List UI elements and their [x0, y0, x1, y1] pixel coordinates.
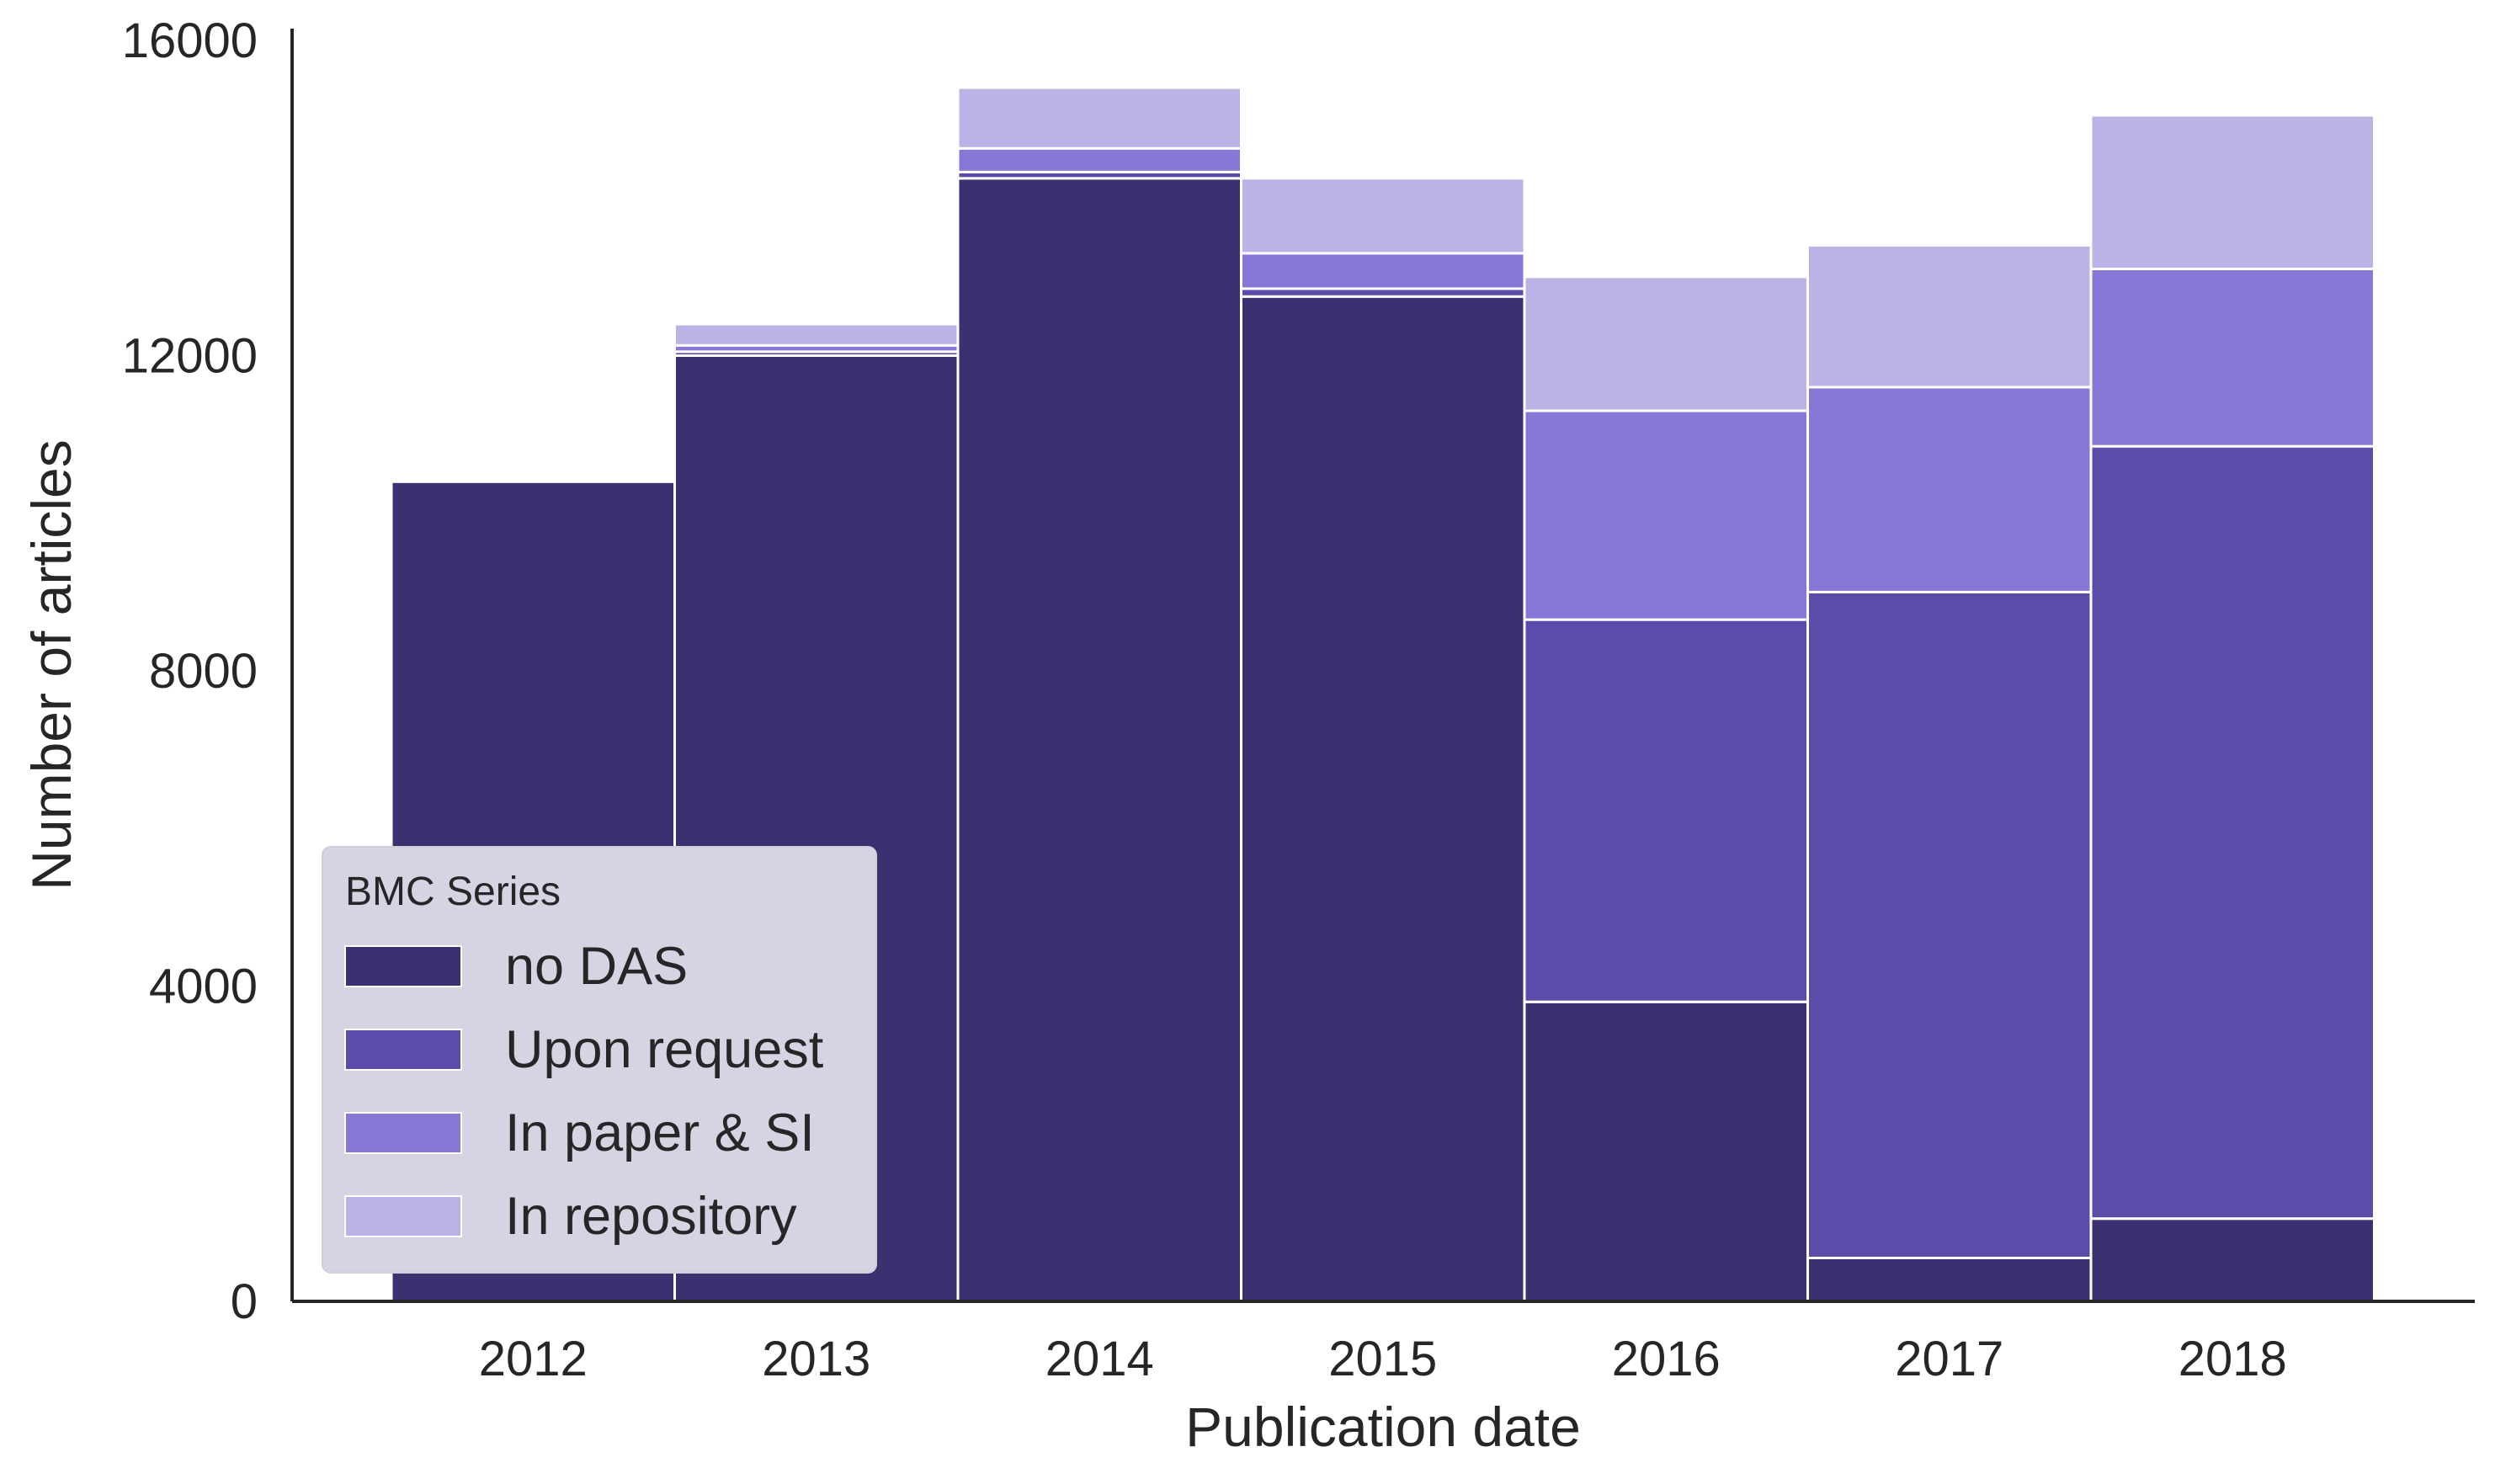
legend-swatch [344, 1195, 462, 1237]
x-axis: 2012 2013 2014 2015 2016 2017 2018 [292, 1300, 2475, 1386]
x-tick-label: 2018 [2178, 1332, 2287, 1386]
y-tick-label: 4000 [149, 960, 258, 1014]
bar-2018-in-repository [2089, 114, 2375, 271]
bar-2013-in-repository [673, 322, 960, 347]
y-axis: 0 4000 8000 12000 16000 [122, 13, 294, 1329]
bar-2017-no-das [1806, 1257, 2093, 1303]
bar-2018-upon-request [2089, 444, 2375, 1221]
x-tick-label: 2015 [1328, 1332, 1437, 1386]
y-tick-label: 12000 [122, 329, 258, 384]
y-axis-label: Number of articles [20, 439, 82, 891]
bar-2014-no-das [956, 177, 1242, 1303]
bar-2016-no-das [1523, 1000, 1809, 1303]
x-tick-label: 2012 [479, 1332, 588, 1386]
bar-2016-upon-request [1523, 618, 1809, 1003]
legend-swatch [344, 1112, 462, 1154]
bar-2017-in-repository [1806, 243, 2093, 389]
bar-2017-in-paper-si [1806, 386, 2093, 593]
legend: BMC Series no DAS Upon request In paper & … [322, 846, 877, 1274]
x-tick-label: 2014 [1045, 1332, 1154, 1386]
x-tick-label: 2017 [1895, 1332, 2003, 1386]
bar-2016-in-paper-si [1523, 409, 1809, 621]
bar-2017-upon-request [1806, 590, 2093, 1260]
bar-2015-no-das [1240, 295, 1526, 1303]
bar-2016-in-repository [1523, 275, 1809, 412]
bar-2014-in-repository [956, 86, 1242, 150]
y-tick-label: 16000 [122, 13, 258, 68]
bar-2018-in-paper-si [2089, 268, 2375, 448]
y-tick-labels: 0 4000 8000 12000 16000 [122, 13, 258, 1329]
x-tick-label: 2013 [762, 1332, 870, 1386]
legend-label: Upon request [505, 1020, 824, 1079]
y-tick-label: 8000 [149, 644, 258, 699]
legend-title: BMC Series [345, 870, 561, 914]
bar-2015-in-paper-si [1240, 252, 1526, 290]
bar-2015-in-repository [1240, 177, 1526, 255]
bar-2014-in-paper-si [956, 146, 1242, 173]
legend-items: no DAS Upon request In paper & SI In reposi… [344, 937, 824, 1246]
legend-label: no DAS [505, 937, 688, 996]
bar-2018-no-das [2089, 1217, 2375, 1303]
y-tick-label: 0 [231, 1274, 258, 1329]
x-axis-label: Publication date [1185, 1396, 1581, 1458]
x-tick-label: 2016 [1612, 1332, 1721, 1386]
legend-swatch [344, 1029, 462, 1071]
legend-label: In paper & SI [505, 1104, 815, 1162]
x-tick-labels: 2012 2013 2014 2015 2016 2017 2018 [479, 1332, 2287, 1386]
legend-label: In repository [505, 1187, 797, 1246]
legend-swatch [344, 945, 462, 987]
